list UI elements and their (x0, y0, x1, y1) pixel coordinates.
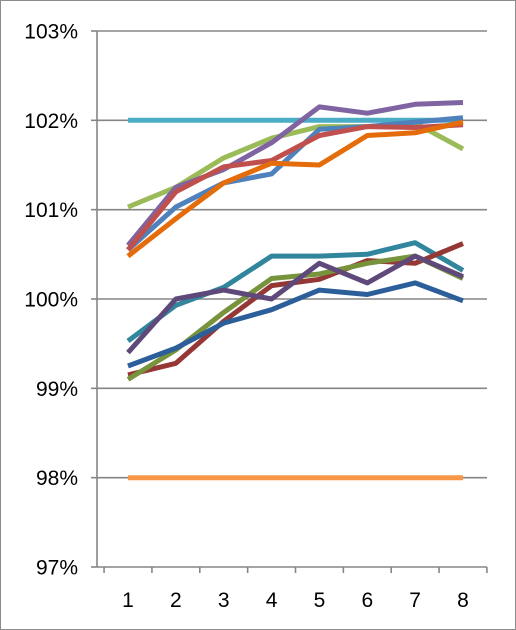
x-tick-label-3: 4 (266, 589, 278, 612)
series-line-10 (126, 253, 464, 355)
y-tick-label-0: 97% (36, 557, 78, 580)
x-tick-label-2: 3 (218, 589, 230, 612)
x-tick-labels: 1 2 3 4 5 6 7 8 (122, 589, 469, 612)
x-tick-label-7: 8 (457, 589, 469, 612)
series-line-7 (126, 240, 465, 344)
axes (91, 30, 488, 573)
y-tick-label-6: 103% (24, 21, 78, 44)
x-tick-label-5: 6 (361, 589, 373, 612)
y-tick-labels: 97% 98% 99% 100% 101% 102% 103% (24, 21, 78, 580)
series-line-6 (126, 119, 464, 259)
series-lines (126, 100, 465, 481)
x-tick-label-1: 2 (170, 589, 182, 612)
series-line-11 (127, 280, 464, 369)
series-line-8 (127, 241, 464, 378)
x-tick-label-4: 5 (314, 589, 326, 612)
y-tick-label-4: 101% (24, 199, 78, 222)
y-tick-label-3: 100% (24, 289, 78, 312)
y-tick-label-2: 99% (36, 378, 78, 401)
series-line-5 (126, 122, 464, 252)
x-tick-label-0: 1 (122, 589, 134, 612)
series-line-3 (126, 100, 464, 247)
series-line-4 (126, 115, 464, 252)
y-tick-label-1: 98% (36, 467, 78, 490)
x-tick-label-6: 7 (409, 589, 421, 612)
y-tick-label-5: 102% (24, 110, 78, 133)
